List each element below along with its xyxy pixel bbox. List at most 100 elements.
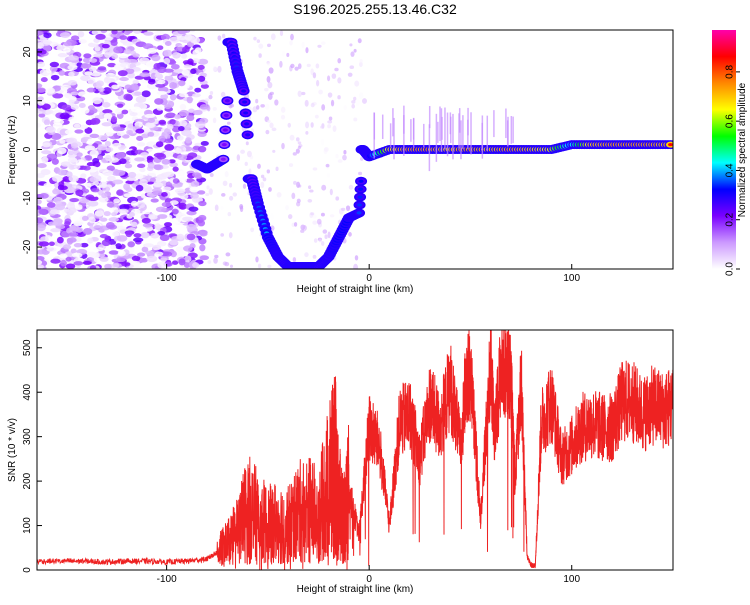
spectrogram-cell (99, 217, 108, 222)
spectrogram-cell (170, 93, 177, 101)
spectrogram-cell (82, 227, 93, 235)
spectrogram-cell (179, 119, 188, 127)
spectrogram-cell (208, 188, 213, 195)
spectrogram-cell (312, 220, 318, 225)
spectrogram-cell (37, 224, 46, 232)
spectrogram-cell (295, 148, 300, 154)
spectrogram-cell (83, 53, 92, 59)
spectrogram-cell (80, 173, 87, 179)
spectrogram-cell (73, 242, 83, 248)
spectrogram-cell (75, 159, 86, 166)
spectrogram-cell (423, 123, 425, 148)
spectrogram-cell (355, 99, 361, 106)
spectrogram-cell (180, 53, 188, 59)
spectrogram-cell (169, 82, 178, 90)
spectrogram-cell (164, 41, 172, 47)
spectrogram-cell (212, 117, 217, 124)
spectrogram-cell (80, 63, 92, 69)
spectrogram-cell (207, 260, 212, 264)
spectrogram-cell (119, 77, 129, 82)
spectrogram-cell (197, 145, 207, 153)
y-tick-label: 300 (22, 428, 33, 445)
y-tick-label: 20 (22, 46, 33, 58)
spectrogram-cell (50, 133, 62, 140)
spectrogram-cell (228, 232, 233, 239)
spectrogram-cell (318, 238, 322, 243)
spectrogram-cell (141, 217, 151, 224)
spectrogram-cell (37, 249, 47, 255)
spectrogram-cell (50, 228, 61, 233)
spectrogram-cell (105, 222, 115, 229)
spectrogram-cell (154, 223, 162, 231)
spectrogram-cell (112, 231, 120, 237)
spectrogram-cell (90, 188, 100, 193)
spectrogram-cell (121, 109, 129, 115)
spectrogram-cell (208, 94, 213, 100)
spectrogram-cell (79, 124, 89, 130)
spectrogram-cell (173, 68, 184, 74)
y-tick-label: 10 (22, 95, 33, 107)
spectrogram-cell (46, 87, 56, 94)
spectrogram-cell (320, 138, 325, 146)
spectrogram-cell (308, 185, 312, 190)
spectrogram-cell (348, 232, 352, 237)
spectrogram-cell (177, 80, 186, 87)
spectrogram-cell (80, 107, 90, 114)
spectrogram-cell (105, 147, 114, 152)
spectrogram-cell (116, 189, 124, 196)
spectrogram-cell (85, 155, 93, 161)
spectrogram-cell (321, 104, 326, 111)
spectrogram-cell (342, 154, 347, 161)
spectrogram-cell (312, 72, 317, 79)
spectrogram-cell (182, 183, 190, 188)
spectrogram-cell (198, 200, 207, 207)
spectrogram-cell (49, 209, 60, 215)
spectrogram-cell (312, 214, 317, 219)
spectrogram-cell (99, 233, 109, 239)
spectrogram-cell (61, 104, 72, 111)
spectrogram-cell (156, 90, 167, 95)
spectrogram-cell (50, 258, 61, 264)
spectrogram-cell (70, 35, 80, 41)
spectrogram-cell (37, 122, 41, 128)
x-tick-label: 100 (563, 574, 580, 585)
spectrogram-cell (253, 36, 257, 41)
spectrogram-cell (164, 74, 174, 82)
spectrogram-cell (80, 242, 89, 248)
spectrogram-cell (132, 30, 142, 34)
spectrogram-cell (137, 252, 146, 257)
spectrogram-cell (63, 41, 72, 47)
spectrogram-cell (116, 221, 124, 227)
spectrogram-cell (221, 33, 226, 39)
spectrogram-cell (40, 236, 49, 243)
spectrogram-cell (200, 83, 209, 89)
spectrogram-cell (290, 63, 295, 69)
spectrogram-cell (59, 253, 68, 259)
spectrogram-cell (157, 86, 169, 93)
spectrogram-cell (318, 89, 323, 95)
spectrogram-cell (103, 76, 112, 84)
spectrogram-cell (104, 140, 111, 147)
spectrogram-cell (183, 30, 191, 33)
spectrogram-cell (460, 120, 462, 160)
spectrogram-cell (103, 211, 111, 217)
y-tick-label: 200 (22, 472, 33, 489)
spectrogram-cell (89, 150, 99, 157)
spectrogram-cell (98, 181, 108, 189)
spectrogram-cell (48, 241, 55, 247)
spectrogram-cell (84, 182, 92, 189)
spectrogram-cell (403, 115, 405, 156)
spectrogram-cell (194, 87, 202, 93)
spectrogram-cell (321, 241, 325, 246)
spectrogram-cell (111, 116, 118, 123)
spectrogram-cell (76, 81, 86, 89)
spectrogram-cell (192, 262, 200, 268)
spectrogram-cell (331, 73, 337, 79)
spectrogram-cell (117, 70, 128, 77)
spectrogram-cell (250, 227, 255, 233)
spectrogram-cell (256, 39, 261, 43)
spectrogram-cell (66, 137, 78, 144)
spectrogram-cell (179, 103, 187, 110)
spectrogram-cell (107, 175, 116, 181)
